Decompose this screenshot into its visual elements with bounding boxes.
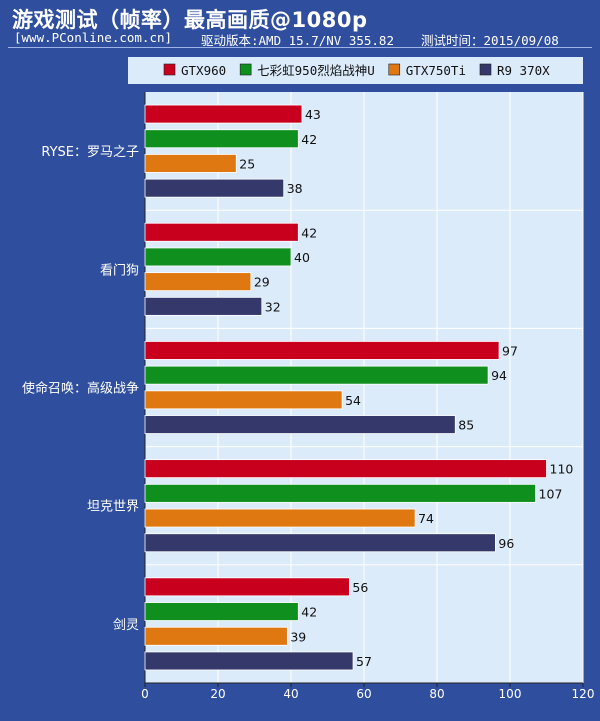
bar-1-0 — [144, 222, 299, 242]
bar-2-1 — [144, 365, 489, 385]
x-tick-label-6: 120 — [572, 687, 595, 701]
x-tick-label-0: 0 — [141, 687, 149, 701]
x-tick-label-4: 80 — [429, 687, 444, 701]
bar-4-1 — [144, 602, 299, 621]
data-label-1-1: 40 — [294, 250, 310, 265]
bar-0-1 — [144, 129, 299, 149]
data-label-2-1: 94 — [491, 368, 507, 383]
bar-4-0 — [144, 577, 350, 597]
category-label-0: RYSE：罗马之子 — [41, 145, 139, 160]
bar-3-1 — [144, 483, 536, 503]
bar-2-0 — [144, 341, 500, 360]
bar-4-2 — [144, 626, 288, 646]
data-label-0-1: 42 — [301, 132, 317, 147]
bar-2-3 — [144, 415, 456, 434]
data-label-3-2: 74 — [418, 511, 434, 526]
category-label-4: 剑灵 — [113, 617, 139, 633]
bar-4-3 — [144, 651, 354, 671]
bar-0-0 — [144, 104, 303, 124]
data-label-4-1: 42 — [301, 605, 317, 620]
legend-swatch-3 — [479, 63, 492, 76]
data-label-1-0: 42 — [301, 225, 317, 240]
legend-label-0: GTX960 — [181, 63, 226, 78]
legend-swatch-1 — [239, 63, 252, 76]
header-divider — [8, 47, 592, 48]
chart-title: 游戏测试（帧率）最高画质@1080p — [12, 8, 368, 32]
data-label-3-0: 110 — [550, 462, 574, 477]
category-label-1: 看门狗 — [100, 262, 139, 278]
bar-1-2 — [144, 272, 252, 292]
source-site: [www.PConline.com.cn] — [14, 30, 173, 45]
data-label-3-1: 107 — [539, 486, 563, 501]
data-label-2-0: 97 — [502, 343, 518, 358]
x-tick-label-3: 60 — [356, 687, 371, 701]
bar-1-1 — [144, 247, 292, 267]
x-tick-label-1: 20 — [210, 687, 225, 701]
category-label-3: 坦克世界 — [87, 500, 139, 515]
legend-swatch-2 — [388, 63, 401, 76]
data-label-1-2: 29 — [254, 275, 270, 290]
test-date: 测试时间：2015/09/08 — [421, 33, 559, 48]
bar-3-0 — [144, 459, 547, 479]
data-label-4-2: 39 — [290, 629, 306, 644]
driver-version: 驱动版本:AMD 15.7/NV 355.82 — [201, 33, 394, 48]
bar-3-3 — [144, 533, 496, 553]
data-label-0-3: 38 — [287, 181, 303, 196]
legend-label-1: 七彩虹950烈焰战神U — [257, 63, 375, 78]
bar-2-2 — [144, 390, 343, 410]
data-label-2-2: 54 — [345, 393, 361, 408]
data-label-0-0: 43 — [305, 107, 321, 122]
x-tick-label-2: 40 — [283, 687, 298, 701]
data-label-2-3: 85 — [458, 418, 474, 433]
bar-3-2 — [144, 508, 416, 528]
legend-box — [128, 57, 583, 84]
data-label-4-0: 56 — [352, 580, 368, 595]
data-label-0-2: 25 — [239, 156, 255, 171]
legend-swatch-0 — [163, 63, 176, 76]
data-label-4-3: 57 — [356, 654, 372, 669]
legend-label-3: R9 370X — [497, 63, 550, 78]
x-tick-label-5: 100 — [499, 687, 522, 701]
category-label-2: 使命召唤：高级战争 — [22, 381, 139, 397]
bar-0-3 — [144, 178, 285, 198]
bar-0-2 — [144, 154, 237, 173]
data-label-3-3: 96 — [498, 536, 514, 551]
bar-1-3 — [144, 296, 263, 316]
data-label-1-3: 32 — [265, 299, 281, 314]
legend-label-2: GTX750Ti — [406, 63, 466, 78]
